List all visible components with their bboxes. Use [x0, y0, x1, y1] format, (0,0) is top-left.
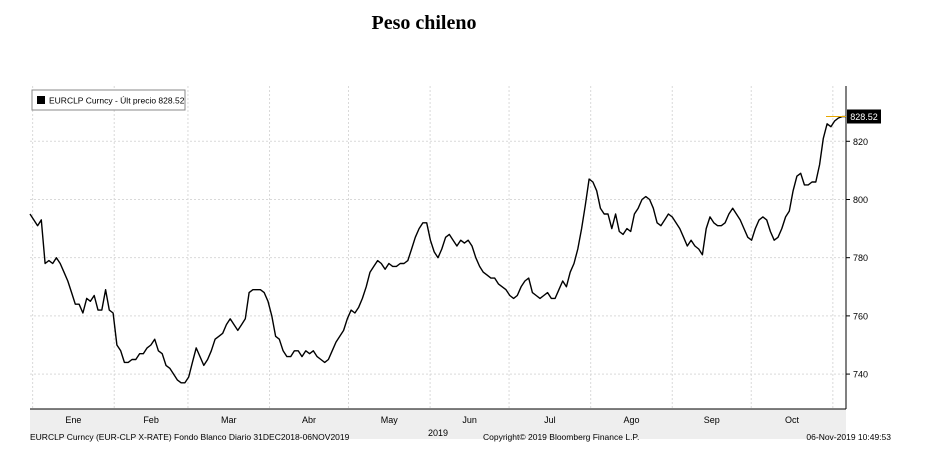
x-year-label: 2019 [428, 428, 448, 438]
x-tick-label: Ago [623, 415, 639, 425]
x-tick-label: Jun [462, 415, 477, 425]
footer-source: EURCLP Curncy (EUR-CLP X-RATE) Fondo Bla… [30, 432, 350, 442]
x-tick-label: Ene [65, 415, 81, 425]
footer-copyright: Copyright© 2019 Bloomberg Finance L.P. [483, 432, 640, 442]
x-tick-label: Feb [143, 415, 159, 425]
y-tick-label: 780 [853, 253, 868, 263]
y-tick-label: 760 [853, 311, 868, 321]
legend-box [31, 89, 186, 111]
legend-label: EURCLP Curncy - Últ precio 828.52 [49, 96, 185, 106]
plot-background [30, 86, 846, 409]
legend-swatch [37, 96, 45, 104]
last-value-label: 828.52 [850, 112, 878, 122]
x-tick-label: Mar [221, 415, 237, 425]
x-axis-band [30, 409, 846, 439]
x-tick-label: Oct [785, 415, 800, 425]
chart-area: 740 760 780 800 820 Ene Feb Mar Abr May Jun Jul Ago S… [0, 84, 933, 464]
line-chart: 740 760 780 800 820 Ene Feb Mar Abr May Jun Jul Ago S… [29, 86, 881, 439]
x-tick-label: Sep [704, 415, 720, 425]
last-value-box [847, 109, 881, 124]
y-tick-label: 800 [853, 195, 868, 205]
y-tick-label: 820 [853, 137, 868, 147]
footer-timestamp: 06-Nov-2019 10:49:53 [806, 432, 891, 442]
x-tick-label: Abr [302, 415, 316, 425]
x-tick-label: May [381, 415, 399, 425]
x-tick-label: Jul [544, 415, 556, 425]
series-line [29, 115, 846, 384]
chart-title: Peso chileno [371, 12, 477, 34]
y-tick-label: 740 [853, 370, 868, 380]
